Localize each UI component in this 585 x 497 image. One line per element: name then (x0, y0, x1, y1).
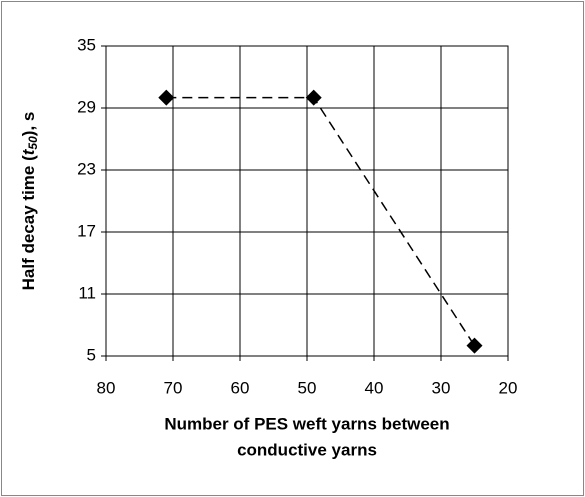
y-tick-label: 17 (77, 221, 96, 240)
x-tick-label: 20 (499, 378, 518, 397)
y-axis-label-part: Half decay time ( (19, 155, 38, 290)
y-axis-label: Half decay time (t50), s (19, 112, 40, 291)
marker (158, 89, 175, 106)
y-axis-label-part: t (19, 148, 38, 155)
marker (305, 89, 322, 106)
x-tick-label: 50 (298, 378, 317, 397)
y-tick-label: 23 (77, 159, 96, 178)
x-axis-label: conductive yarns (237, 440, 377, 459)
marker (466, 337, 483, 354)
x-tick-label: 30 (432, 378, 451, 397)
x-tick-label: 60 (231, 378, 250, 397)
x-tick-label: 40 (365, 378, 384, 397)
x-tick-label: 70 (164, 378, 183, 397)
x-axis-label: Number of PES weft yarns between (164, 414, 449, 433)
y-tick-label: 11 (78, 283, 96, 302)
y-axis-label-part: 50 (26, 136, 40, 150)
y-axis-label-part: ), s (19, 112, 38, 137)
y-tick-label: 29 (77, 97, 96, 116)
y-tick-label: 35 (77, 35, 96, 54)
y-tick-label: 5 (87, 345, 96, 364)
x-tick-label: 80 (97, 378, 116, 397)
